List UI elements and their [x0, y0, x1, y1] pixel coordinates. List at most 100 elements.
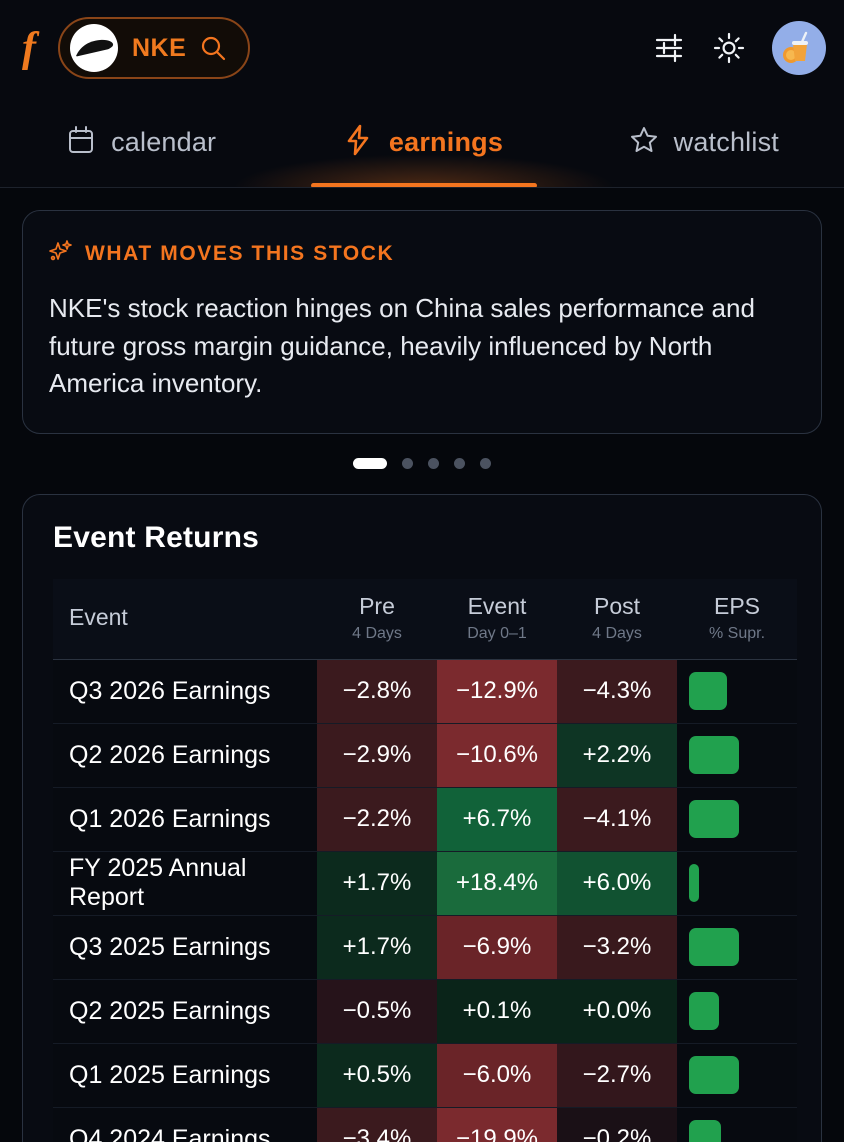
cell-eps-surprise [677, 979, 797, 1044]
cell-eps-surprise [677, 1043, 797, 1108]
cell-event: Q3 2026 Earnings [53, 659, 317, 724]
cell-event: Q4 2024 Earnings [53, 1107, 317, 1142]
cell-event-return: −6.0% [437, 1043, 557, 1108]
cell-post: −2.7% [557, 1043, 677, 1108]
tab-watchlist[interactable]: watchlist [563, 96, 844, 188]
cell-event: Q3 2025 Earnings [53, 915, 317, 980]
event-returns-title: Event Returns [53, 521, 259, 555]
cell-pre: −2.8% [317, 659, 437, 724]
table-row[interactable]: Q1 2025 Earnings +0.5% −6.0% −2.7% [53, 1043, 797, 1108]
star-icon [628, 124, 660, 161]
column-header-event-day: Event Day 0–1 [437, 579, 557, 659]
eps-surprise-bar [689, 864, 699, 902]
active-tab-indicator [311, 183, 537, 188]
table-row[interactable]: Q4 2024 Earnings −3.4% −19.9% −0.2% [53, 1107, 797, 1142]
cell-post: +6.0% [557, 851, 677, 916]
eps-surprise-bar [689, 736, 739, 774]
page-content: WHAT MOVES THIS STOCK NKE's stock reacti… [0, 210, 844, 1142]
insight-body: NKE's stock reaction hinges on China sal… [49, 293, 755, 399]
top-bar-actions [652, 21, 826, 75]
lightning-icon [341, 123, 375, 162]
calendar-icon [65, 124, 97, 161]
cell-post: −4.1% [557, 787, 677, 852]
cell-event: Q1 2025 Earnings [53, 1043, 317, 1108]
cell-pre: −0.5% [317, 979, 437, 1044]
cell-post: +0.0% [557, 979, 677, 1044]
cell-eps-surprise [677, 723, 797, 788]
cell-event: Q2 2025 Earnings [53, 979, 317, 1044]
cell-event-return: +6.7% [437, 787, 557, 852]
cell-pre: −2.2% [317, 787, 437, 852]
eps-surprise-bar [689, 800, 739, 838]
ticker-search-pill[interactable]: NKE [58, 17, 251, 79]
table-row[interactable]: Q2 2026 Earnings −2.9% −10.6% +2.2% [53, 723, 797, 788]
cell-post: +2.2% [557, 723, 677, 788]
cell-post: −0.2% [557, 1107, 677, 1142]
sparkle-icon [49, 239, 73, 268]
eps-surprise-bar [689, 928, 739, 966]
eps-surprise-bar [689, 672, 727, 710]
cell-post: −4.3% [557, 659, 677, 724]
eps-surprise-bar [689, 992, 719, 1030]
carousel-dots [22, 454, 822, 472]
eps-surprise-bar [689, 1120, 721, 1142]
insight-header: WHAT MOVES THIS STOCK [49, 239, 795, 268]
table-row[interactable]: Q3 2025 Earnings +1.7% −6.9% −3.2% [53, 915, 797, 980]
orange-juice-avatar-icon[interactable] [772, 21, 826, 75]
cell-eps-surprise [677, 787, 797, 852]
main-tab-bar: calendar earnings watchlist [0, 96, 844, 188]
column-header-post: Post 4 Days [557, 579, 677, 659]
insight-title: WHAT MOVES THIS STOCK [85, 241, 395, 265]
eps-surprise-bar [689, 1056, 739, 1094]
cell-eps-surprise [677, 915, 797, 980]
ticker-symbol: NKE [132, 33, 187, 62]
cell-event-return: −12.9% [437, 659, 557, 724]
event-returns-table: Event Pre 4 Days Event Day 0–1 Post 4 Da… [53, 579, 797, 1142]
tab-calendar-label: calendar [111, 126, 217, 157]
event-returns-card: Event Returns Event Pre 4 Days Event Day… [22, 494, 822, 1142]
carousel-dot-2[interactable] [402, 457, 413, 469]
cell-pre: −2.9% [317, 723, 437, 788]
cell-eps-surprise [677, 1107, 797, 1142]
cell-event: Q2 2026 Earnings [53, 723, 317, 788]
table-row[interactable]: Q1 2026 Earnings −2.2% +6.7% −4.1% [53, 787, 797, 852]
column-header-eps: EPS % Supr. [677, 579, 797, 659]
tab-bar-divider [0, 187, 844, 188]
tab-watchlist-label: watchlist [673, 126, 779, 157]
cell-post: −3.2% [557, 915, 677, 980]
cell-eps-surprise [677, 851, 797, 916]
table-row[interactable]: FY 2025 Annual Report +1.7% +18.4% +6.0% [53, 851, 797, 916]
column-header-event: Event [53, 579, 317, 659]
carousel-dot-1[interactable] [353, 457, 387, 469]
cell-event-return: −19.9% [437, 1107, 557, 1142]
tab-earnings[interactable]: earnings [281, 96, 562, 188]
cell-event-return: −10.6% [437, 723, 557, 788]
cell-pre: −3.4% [317, 1107, 437, 1142]
tab-calendar[interactable]: calendar [0, 96, 281, 188]
search-icon[interactable] [200, 35, 226, 61]
cell-event: FY 2025 Annual Report [53, 851, 317, 916]
sliders-icon[interactable] [652, 31, 686, 65]
table-row[interactable]: Q2 2025 Earnings −0.5% +0.1% +0.0% [53, 979, 797, 1044]
cell-pre: +1.7% [317, 851, 437, 916]
tab-earnings-label: earnings [388, 126, 504, 157]
cell-event-return: −6.9% [437, 915, 557, 980]
cell-event-return: +0.1% [437, 979, 557, 1044]
table-body: Q3 2026 Earnings −2.8% −12.9% −4.3% Q2 2026 … [53, 659, 797, 1142]
app-logo[interactable]: f [22, 25, 36, 71]
column-header-pre: Pre 4 Days [317, 579, 437, 659]
carousel-dot-4[interactable] [454, 457, 465, 469]
carousel-dot-3[interactable] [428, 457, 439, 469]
cell-pre: +0.5% [317, 1043, 437, 1108]
sun-icon[interactable] [712, 31, 746, 65]
cell-event: Q1 2026 Earnings [53, 787, 317, 852]
what-moves-this-stock-card: WHAT MOVES THIS STOCK NKE's stock reacti… [22, 210, 822, 435]
nike-swoosh-icon [70, 24, 118, 72]
table-row[interactable]: Q3 2026 Earnings −2.8% −12.9% −4.3% [53, 659, 797, 724]
cell-pre: +1.7% [317, 915, 437, 980]
carousel-dot-5[interactable] [480, 457, 491, 469]
cell-eps-surprise [677, 659, 797, 724]
top-bar: f NKE [0, 0, 844, 96]
cell-event-return: +18.4% [437, 851, 557, 916]
table-header: Event Pre 4 Days Event Day 0–1 Post 4 Da… [53, 579, 797, 659]
